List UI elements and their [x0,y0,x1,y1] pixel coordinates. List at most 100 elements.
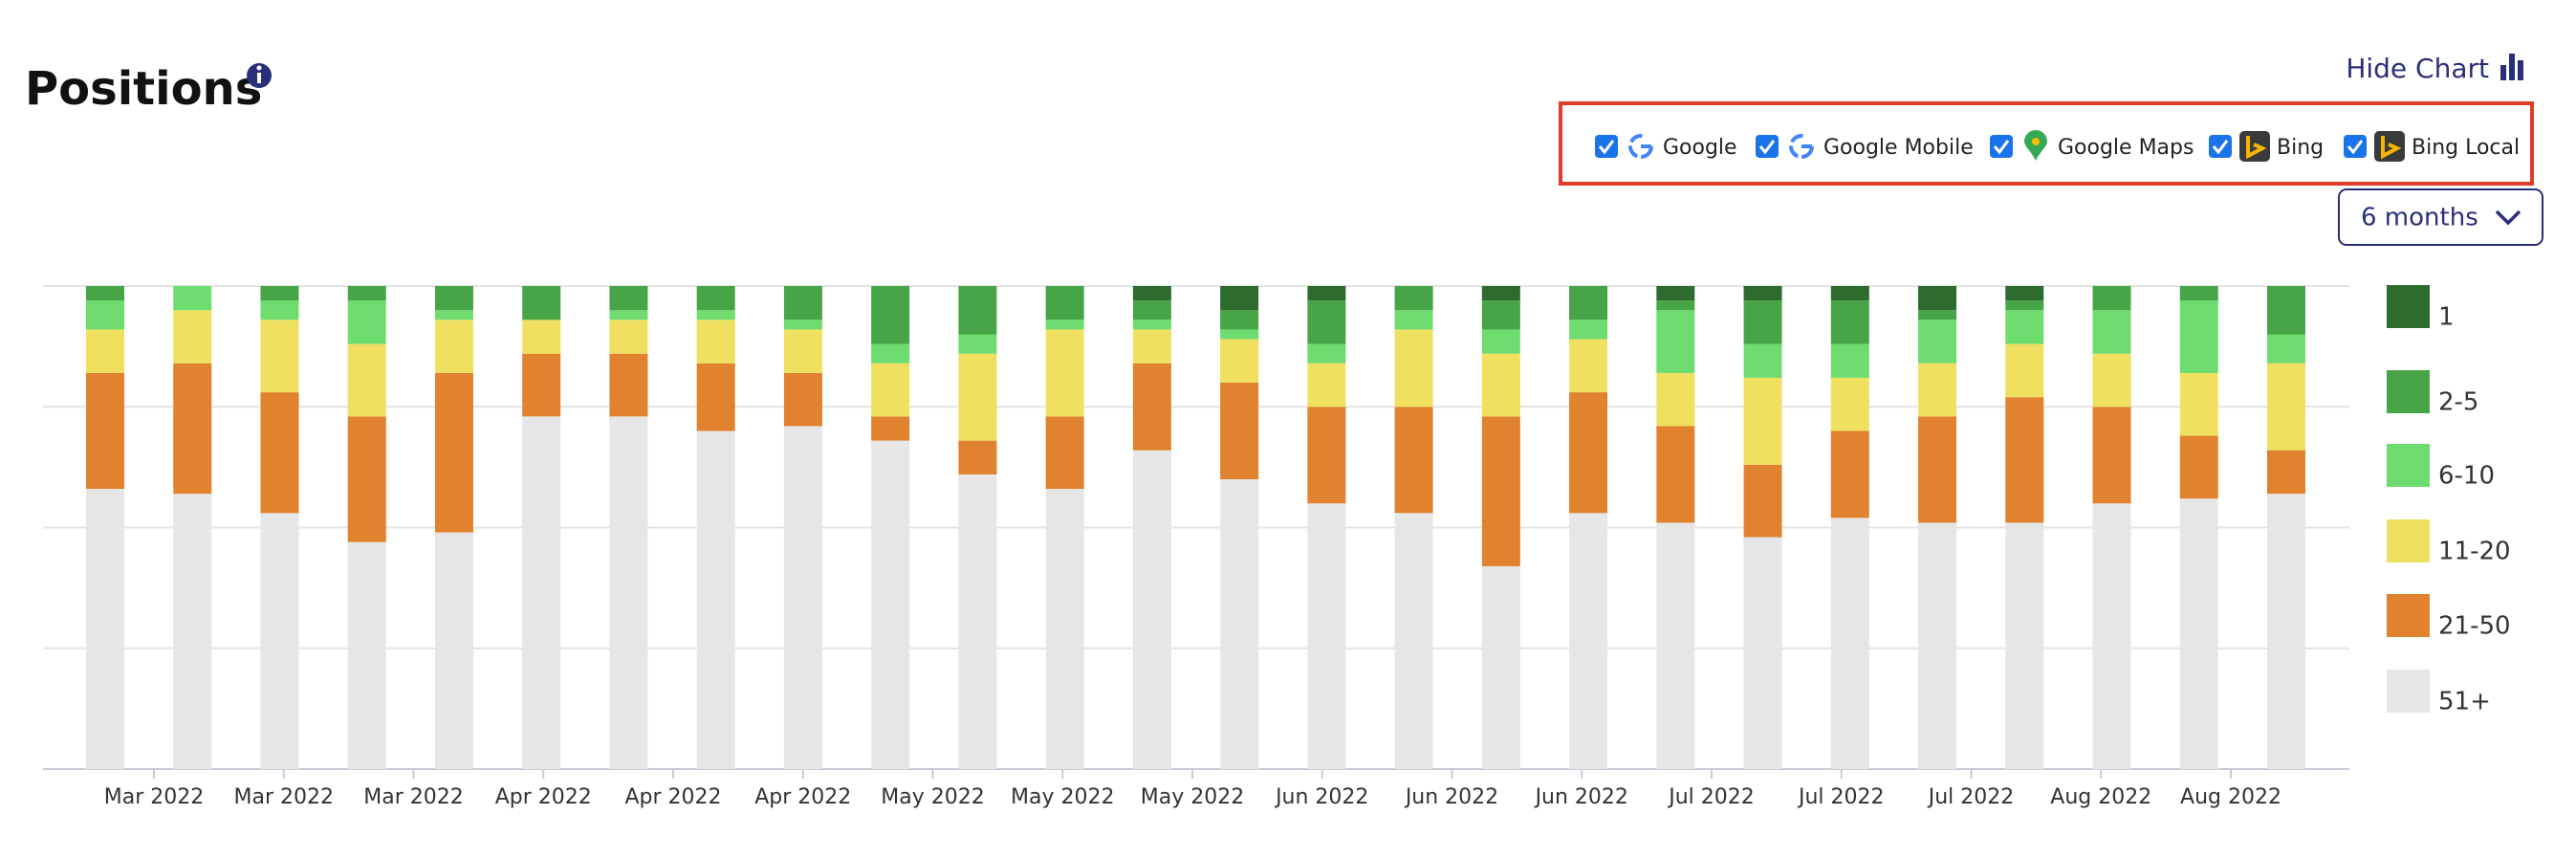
bar-segment [2005,310,2044,344]
checkbox[interactable] [1595,135,1618,158]
legend-label[interactable]: 11-20 [2438,538,2511,566]
x-tick-label: Jul 2022 [1667,785,1755,809]
bar-segment [522,416,561,769]
info-icon[interactable] [247,63,272,88]
bar-segment [1656,372,1695,427]
bar-segment [1481,329,1520,354]
bing-icon-b [2381,136,2402,160]
checkmark[interactable] [1758,140,1776,155]
bar-segment [1743,300,1782,344]
bar-segment [958,440,997,474]
x-tick-label: Aug 2022 [2050,785,2151,809]
bar-segment [522,353,561,417]
checkbox[interactable] [1990,135,2013,158]
bar-segment [1045,416,1084,490]
hide-chart-link[interactable]: Hide Chart [2346,53,2489,84]
checkmark[interactable] [1598,140,1615,155]
bar-segment [1132,286,1171,301]
legend-label[interactable]: 6-10 [2438,462,2495,491]
filter-label[interactable]: Google [1663,136,1737,160]
bar-segment [2267,363,2305,451]
checkbox[interactable] [2209,135,2232,158]
chart-title: Positions [25,62,262,116]
filter-label[interactable]: Bing [2277,136,2324,160]
bar-segment [2092,503,2131,769]
google-icon-bar [1641,144,1651,148]
filter-label[interactable]: Bing Local [2412,136,2520,160]
bar-segment [2179,372,2218,436]
bar-segment [1743,343,1782,378]
filter-label[interactable]: Google Mobile [1823,136,1974,160]
bar-segment [609,310,648,320]
checkbox[interactable] [2344,135,2367,158]
checkmark[interactable] [1993,140,2010,155]
x-tick-label: Jun 2022 [1534,785,1628,809]
bar-segment [1743,537,1782,769]
bar-segment [1394,407,1433,514]
bar-segment [1220,310,1259,330]
legend-label[interactable]: 2-5 [2438,388,2478,417]
bar-segment [958,286,997,335]
bar-segment [2092,407,2131,504]
x-tick-label: Apr 2022 [624,785,721,809]
range-dropdown[interactable]: 6 months [2338,188,2543,246]
bar-segment [1918,319,1957,363]
bar-segment [696,310,735,320]
range-label[interactable]: 6 months [2361,204,2478,232]
bar-segment [1918,363,1957,417]
bar-segment [347,343,386,417]
legend-swatch[interactable] [2387,285,2430,328]
bar-segment [2005,522,2044,769]
bar-segment [1045,319,1084,330]
bar-segment [1830,430,1869,518]
bar-segment [609,416,648,769]
checkmark[interactable] [2347,140,2364,155]
bar-segment [1045,489,1084,769]
legend-swatch[interactable] [2387,444,2430,487]
bar-segment [1045,286,1084,320]
bar-segment [434,372,473,533]
x-tick-label: Jul 2022 [1797,785,1885,809]
bar-segment [347,541,386,769]
bar-segment [1918,416,1957,523]
x-tick-label: Jun 2022 [1274,785,1368,809]
filters: Google Google Mobile Google Maps Bing Bing L… [1595,130,2520,162]
checkbox[interactable] [1756,135,1779,158]
bar-segment [958,334,997,354]
bar-segment [86,372,124,490]
bar-segment [1481,286,1520,301]
legend-label[interactable]: 1 [2438,303,2455,332]
bar-segment [86,300,124,330]
bar-segment [347,416,386,542]
legend-swatch[interactable] [2387,594,2430,637]
google-icon-bar [1801,144,1812,148]
bar-segment [1220,339,1259,383]
filter-label[interactable]: Google Maps [2058,136,2194,160]
bar-segment [1132,450,1171,769]
bar-segment [86,489,124,769]
checkmark[interactable] [2212,140,2229,155]
bar-segment [260,392,299,514]
legend-swatch[interactable] [2387,670,2430,713]
chart-icon[interactable] [2500,54,2523,80]
x-tick-label: Jun 2022 [1404,785,1498,809]
bar-segment [609,353,648,417]
bar-segment [2179,286,2218,301]
bar-segment [260,319,299,393]
bar-segment [173,286,212,311]
bar-segment [696,286,735,311]
legend-swatch[interactable] [2387,370,2430,413]
bar-segment [1569,513,1608,769]
bar-segment [1918,522,1957,769]
bar-segment [173,494,212,769]
bar-segment [173,363,212,495]
legend-label[interactable]: 21-50 [2438,612,2511,641]
x-tick-label: Apr 2022 [495,785,592,809]
legend-swatch[interactable] [2387,519,2430,562]
legend-label[interactable]: 51+ [2438,688,2491,716]
bar-segment [522,319,561,354]
bar-segment [1307,503,1346,769]
bar-segment [86,286,124,301]
bar-segment [1481,416,1520,566]
bar-segment [1307,343,1346,363]
